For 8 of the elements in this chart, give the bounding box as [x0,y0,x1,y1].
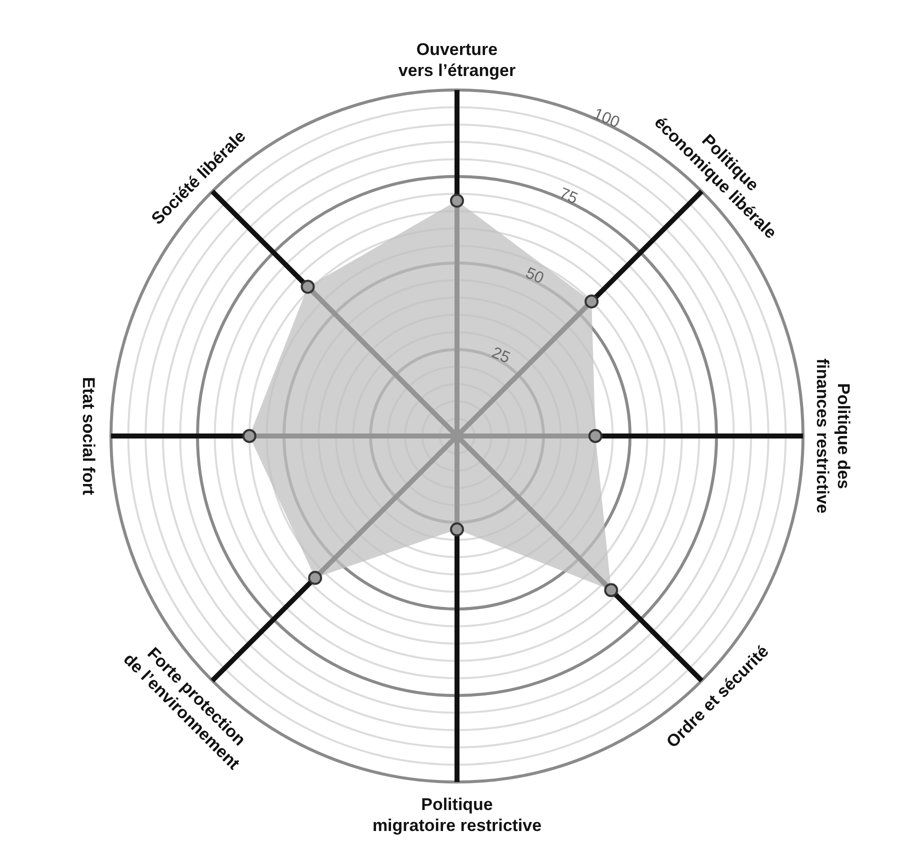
y-tick-label: 75 [556,185,580,208]
y-tick-label: 100 [590,106,622,132]
y-tick-label: 50 [523,264,546,288]
spoke-label: Ouverture vers l’étranger [398,40,516,80]
spoke-label: Politique migratoire restrictive [372,795,542,835]
spoke-label: Politique des finances restrictive [813,358,853,514]
spoke-label: Etat social fort [79,376,98,496]
y-tick-label: 25 [489,344,512,368]
